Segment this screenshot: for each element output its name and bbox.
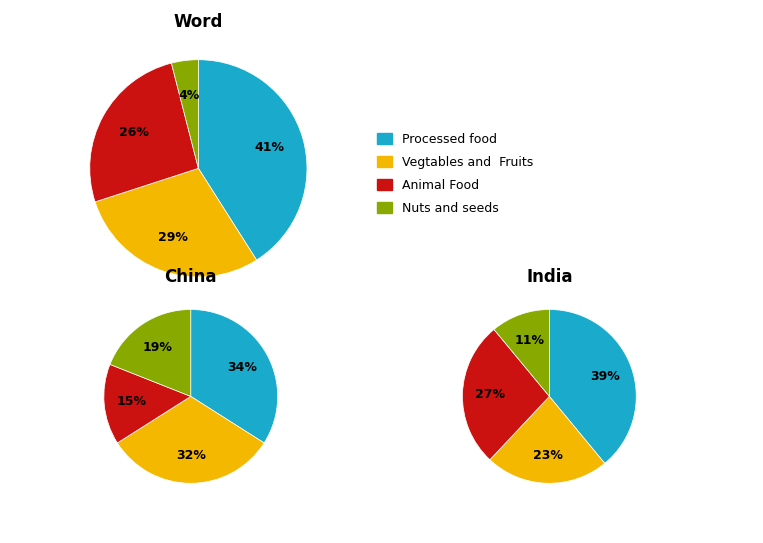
Title: Word: Word — [174, 13, 223, 31]
Text: The average consumption of food: The average consumption of food — [183, 513, 580, 533]
Text: 41%: 41% — [254, 141, 285, 154]
Wedge shape — [95, 168, 256, 277]
Text: 11%: 11% — [514, 334, 544, 348]
Text: 27%: 27% — [475, 388, 505, 401]
Text: 15%: 15% — [117, 395, 147, 408]
Text: 19%: 19% — [143, 341, 172, 354]
Wedge shape — [110, 310, 191, 396]
Wedge shape — [172, 60, 198, 168]
Wedge shape — [118, 396, 264, 483]
Wedge shape — [490, 396, 605, 483]
Text: 39%: 39% — [590, 370, 620, 383]
Title: China: China — [165, 268, 217, 286]
Wedge shape — [462, 330, 549, 460]
Title: India: India — [526, 268, 572, 286]
Text: 26%: 26% — [119, 127, 149, 139]
Text: 29%: 29% — [159, 231, 188, 244]
Text: 23%: 23% — [533, 449, 562, 462]
Text: 4%: 4% — [179, 89, 200, 102]
Wedge shape — [191, 310, 278, 443]
Text: 32%: 32% — [175, 449, 206, 462]
Wedge shape — [198, 60, 307, 260]
Wedge shape — [549, 310, 636, 463]
Wedge shape — [494, 310, 549, 396]
Wedge shape — [90, 63, 198, 202]
Wedge shape — [104, 364, 191, 443]
Text: 34%: 34% — [227, 362, 257, 375]
Legend: Processed food, Vegtables and  Fruits, Animal Food, Nuts and seeds: Processed food, Vegtables and Fruits, An… — [372, 128, 539, 220]
